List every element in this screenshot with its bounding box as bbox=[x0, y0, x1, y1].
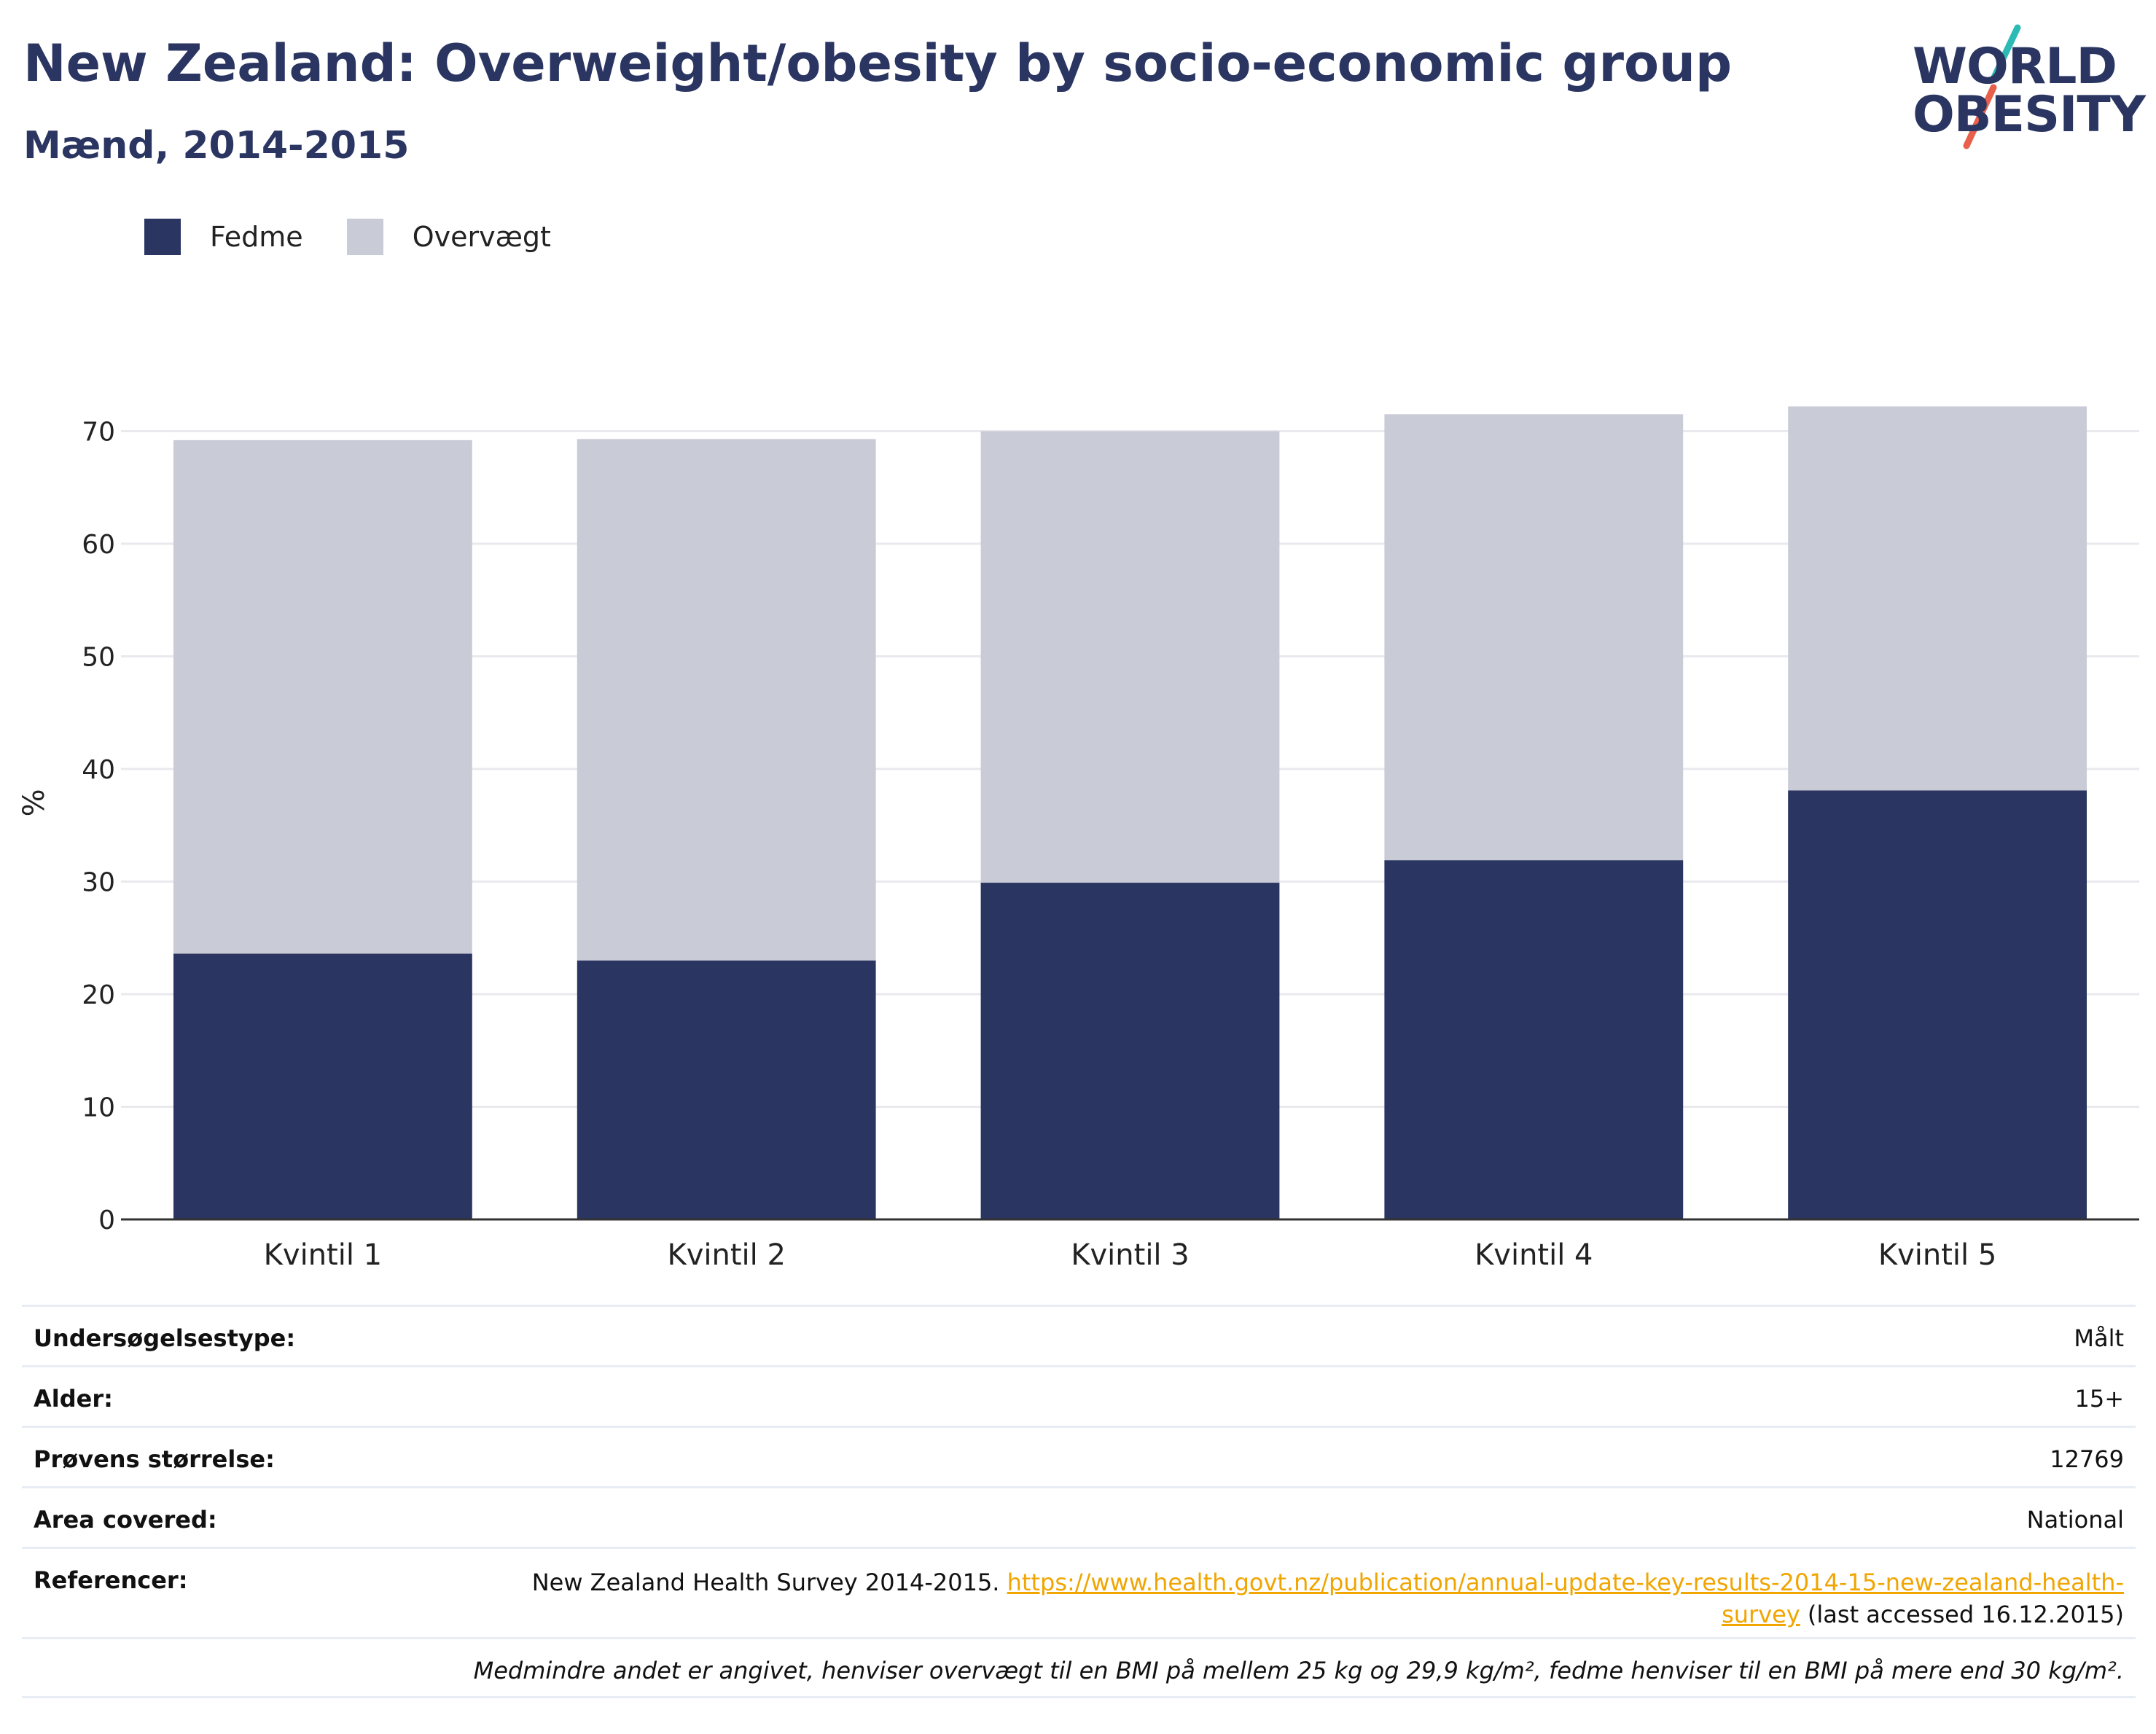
bar-overvaegt-5 bbox=[1788, 406, 2087, 791]
legend-label-fedme: Fedme bbox=[210, 221, 303, 253]
reference-link[interactable]: https://www.health.govt.nz/publication/a… bbox=[1007, 1569, 2124, 1628]
info-label-sample-size: Prøvens størrelse: bbox=[34, 1445, 275, 1473]
info-row-area: Area covered: National bbox=[22, 1486, 2136, 1547]
info-row-survey-type: Undersøgelsestype: Målt bbox=[22, 1305, 2136, 1365]
bar-fedme-5 bbox=[1788, 790, 2087, 1219]
info-value-area: National bbox=[2026, 1506, 2124, 1534]
logo-slash-icon bbox=[1963, 24, 2021, 149]
legend-swatch-overvaegt bbox=[346, 219, 383, 255]
bar-fedme-2 bbox=[577, 960, 876, 1219]
legend-item-fedme[interactable]: Fedme bbox=[144, 219, 303, 255]
bar-overvaegt-3 bbox=[980, 431, 1280, 883]
x-tick-label-5: Kvintil 5 bbox=[1878, 1238, 1996, 1268]
info-label-survey-type: Undersøgelsestype: bbox=[34, 1324, 296, 1352]
y-tick-label-70: 70 bbox=[82, 418, 115, 448]
y-tick-label-30: 30 bbox=[82, 868, 115, 898]
info-label-age: Alder: bbox=[34, 1385, 113, 1413]
y-tick-label-20: 20 bbox=[82, 980, 115, 1010]
info-row-references: Referencer: New Zealand Health Survey 20… bbox=[22, 1547, 2136, 1637]
bar-fedme-4 bbox=[1384, 860, 1684, 1219]
y-tick-label-40: 40 bbox=[82, 755, 115, 785]
x-tick-label-3: Kvintil 3 bbox=[1071, 1238, 1189, 1268]
chart-subtitle: Mænd, 2014-2015 bbox=[23, 124, 410, 168]
x-tick-label-2: Kvintil 2 bbox=[667, 1238, 785, 1268]
logo-word-world: WORLD bbox=[1913, 38, 2117, 95]
y-tick-label-0: 0 bbox=[98, 1206, 115, 1235]
x-tick-label-1: Kvintil 1 bbox=[264, 1238, 382, 1268]
info-label-references: Referencer: bbox=[34, 1566, 188, 1594]
world-obesity-logo: WORLD OBESITY bbox=[1902, 22, 2146, 153]
legend-swatch-fedme bbox=[144, 219, 181, 255]
info-value-survey-type: Målt bbox=[2074, 1324, 2124, 1352]
reference-text: New Zealand Health Survey 2014-2015. bbox=[531, 1569, 1007, 1596]
chart-title: New Zealand: Overweight/obesity by socio… bbox=[23, 34, 1733, 93]
y-tick-label-10: 10 bbox=[82, 1093, 115, 1123]
stacked-bar-chart: 0 10 20 30 40 50 60 70% Kvintil 1 Kvintil 2 Kvinti… bbox=[17, 406, 2139, 1268]
info-value-age: 15+ bbox=[2074, 1385, 2124, 1413]
info-row-age: Alder: 15+ bbox=[22, 1365, 2136, 1426]
bmi-note: Medmindre andet er angivet, henviser ove… bbox=[473, 1657, 2124, 1684]
info-table: Undersøgelsestype: Målt Alder: 15+ Prøve… bbox=[22, 1305, 2136, 1698]
bar-overvaegt-1 bbox=[173, 440, 472, 954]
bar-fedme-1 bbox=[173, 953, 472, 1219]
info-value-sample-size: 12769 bbox=[2050, 1445, 2124, 1473]
bar-fedme-3 bbox=[980, 883, 1280, 1219]
y-tick-label-60: 60 bbox=[82, 530, 115, 560]
legend-item-overvaegt[interactable]: Overvægt bbox=[346, 219, 551, 255]
info-row-sample-size: Prøvens størrelse: 12769 bbox=[22, 1426, 2136, 1486]
bar-overvaegt-2 bbox=[577, 439, 876, 961]
bar-overvaegt-4 bbox=[1384, 414, 1684, 861]
legend-label-overvaegt: Overvægt bbox=[412, 221, 551, 253]
legend: Fedme Overvægt bbox=[144, 219, 595, 255]
logo-word-obesity: OBESITY bbox=[1913, 86, 2146, 144]
y-axis-label: % bbox=[17, 789, 51, 816]
info-value-references: New Zealand Health Survey 2014-2015. htt… bbox=[520, 1566, 2124, 1630]
info-row-note: Medmindre andet er angivet, henviser ove… bbox=[22, 1637, 2136, 1698]
y-tick-label-50: 50 bbox=[82, 643, 115, 673]
x-tick-label-4: Kvintil 4 bbox=[1475, 1238, 1593, 1268]
reference-accessed: (last accessed 16.12.2015) bbox=[1800, 1601, 2124, 1628]
info-label-area: Area covered: bbox=[34, 1506, 217, 1534]
